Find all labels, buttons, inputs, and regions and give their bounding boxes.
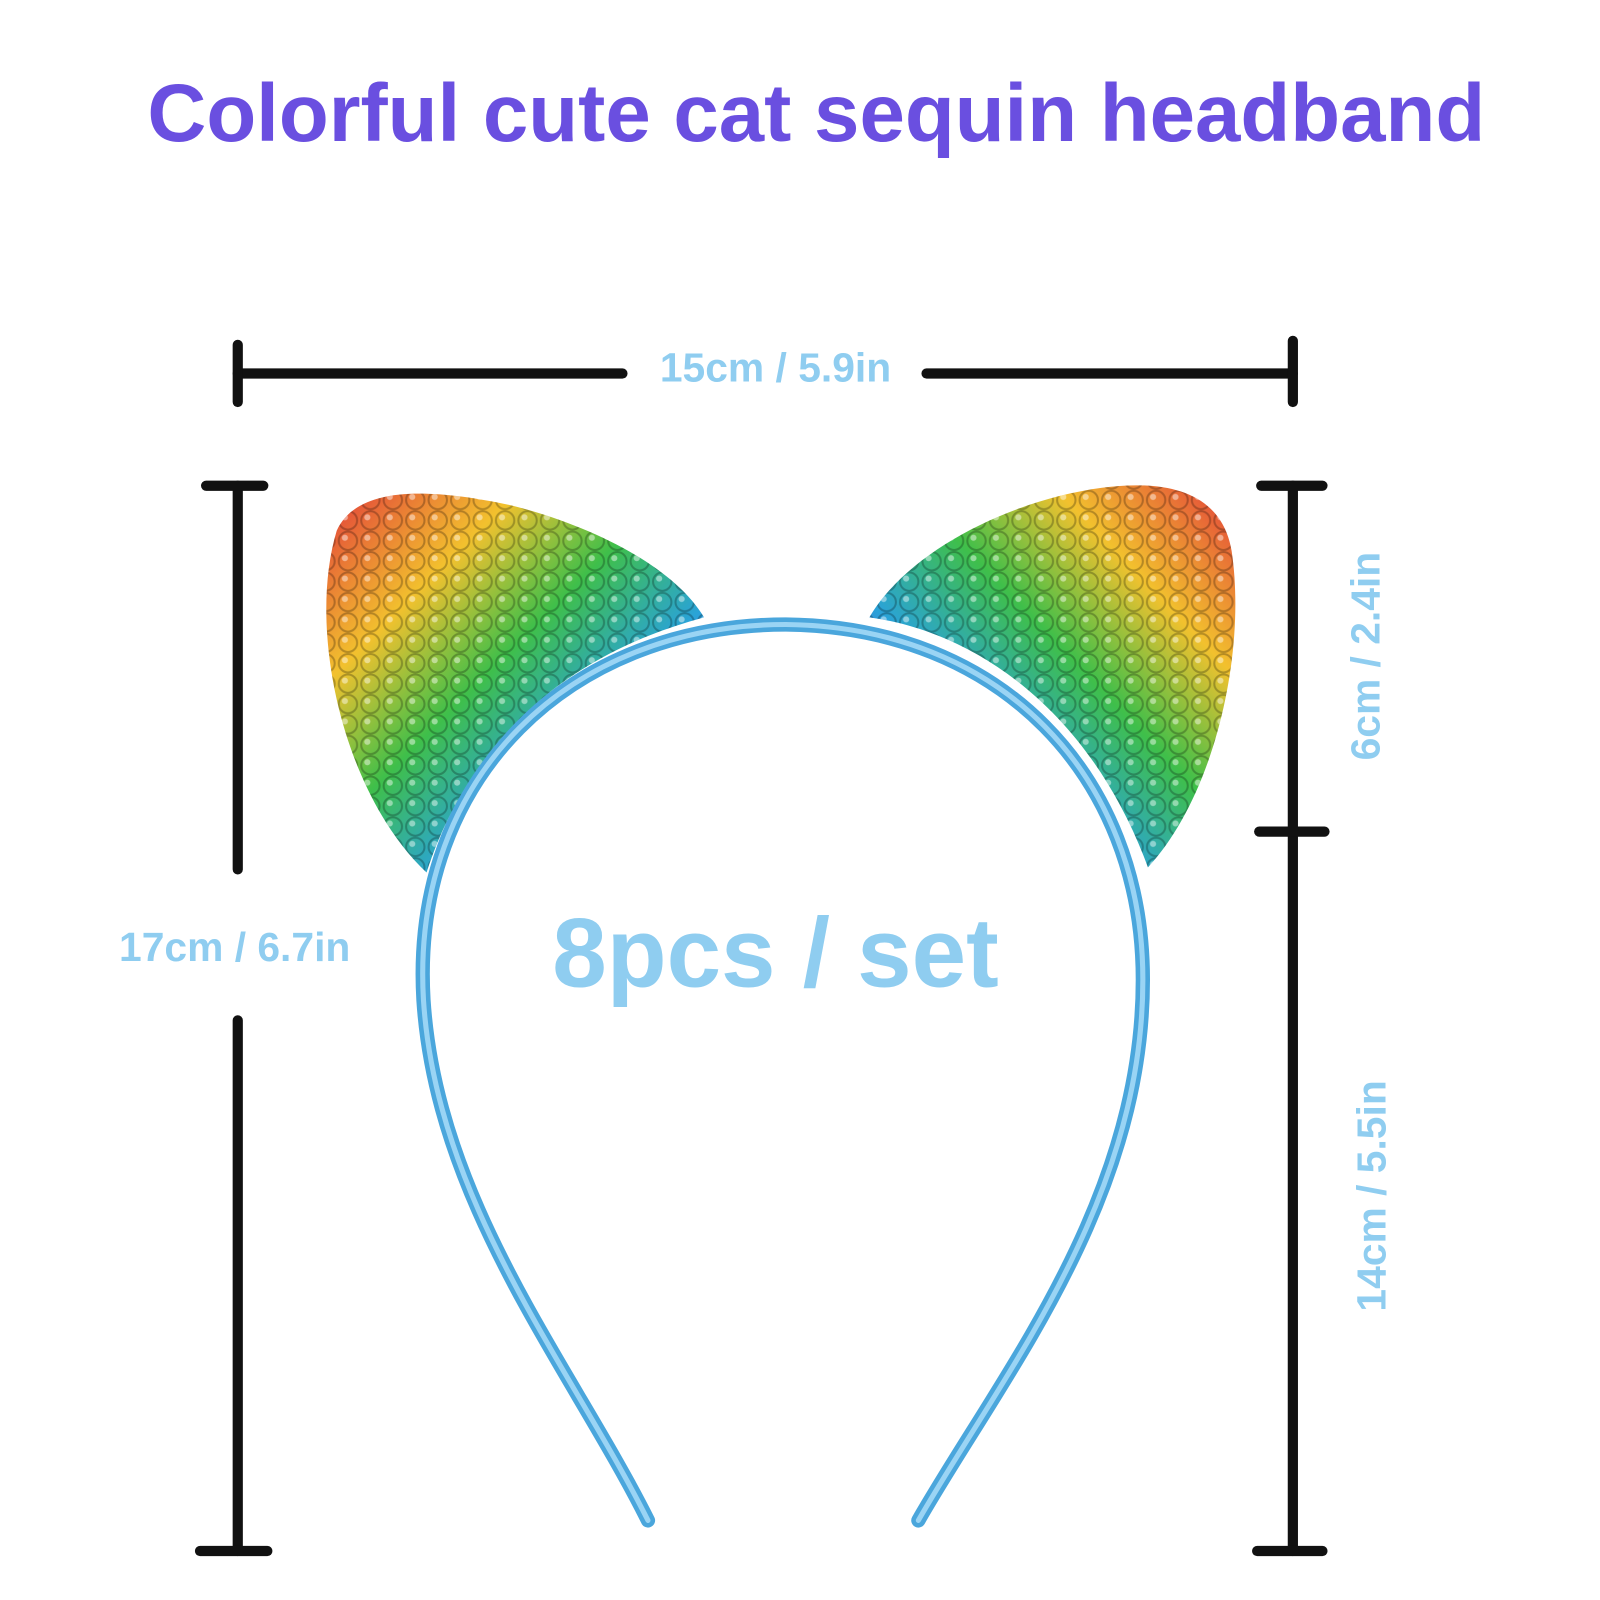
headband — [415, 617, 1151, 1528]
ear-height-label: 6cm / 2.4in — [1343, 552, 1389, 761]
width-dimension-line — [232, 335, 1298, 408]
width-label: 15cm / 5.9in — [660, 345, 891, 391]
ear-band-dimension-line — [1252, 480, 1330, 1557]
total-height-label: 17cm / 6.7in — [119, 924, 350, 970]
band-height-label: 14cm / 5.5in — [1349, 1080, 1395, 1311]
page-title: Colorful cute cat sequin headband — [147, 68, 1485, 159]
quantity-label: 8pcs / set — [552, 898, 998, 1008]
total-height-dimension-line — [194, 480, 273, 1557]
right-sequin-ear — [869, 485, 1236, 868]
left-sequin-ear — [326, 493, 705, 873]
